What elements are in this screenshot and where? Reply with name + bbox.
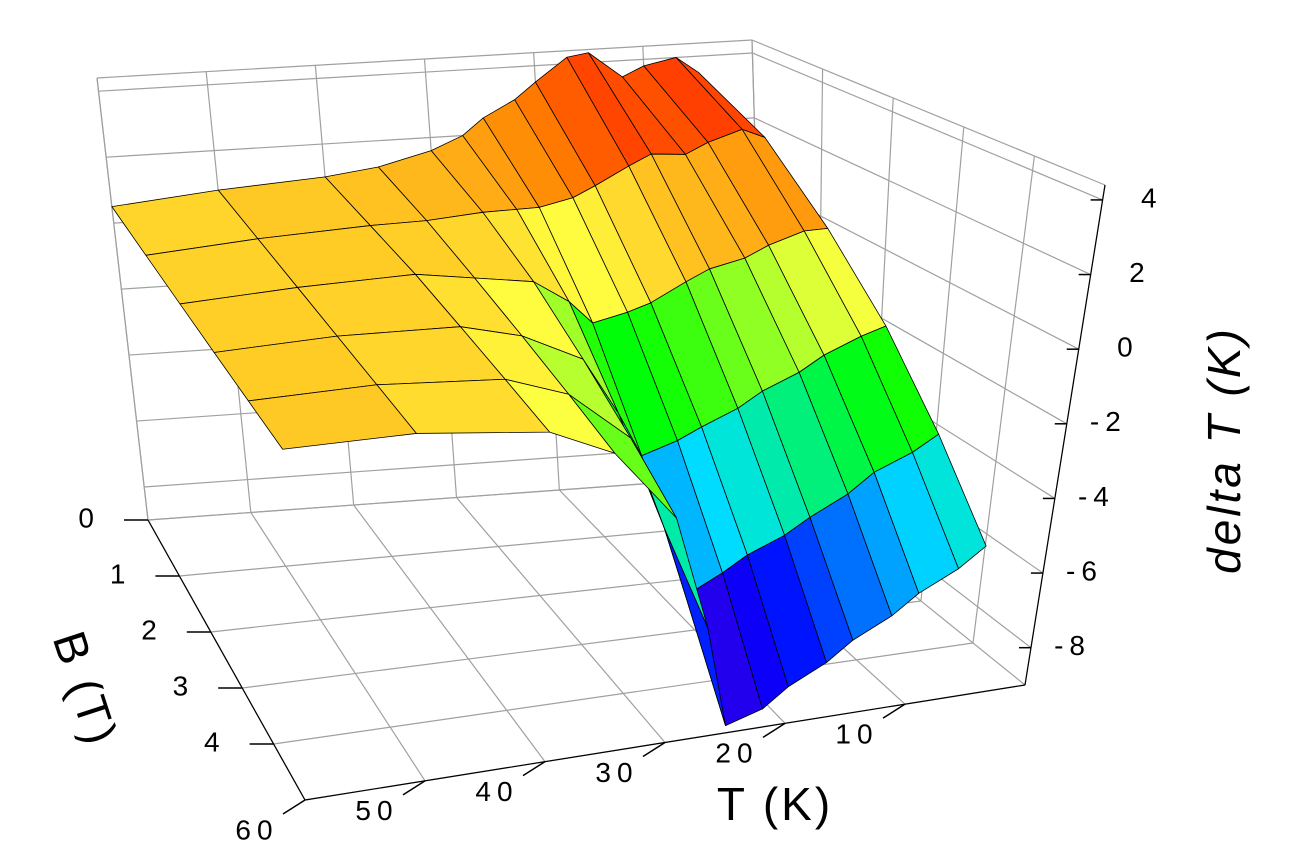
x-tick-label: 30 [595, 757, 638, 788]
x-tick-label: 10 [835, 719, 878, 750]
x-tick [642, 741, 666, 758]
floor-grid-line [250, 512, 426, 782]
z-tick-label: 0 [1117, 332, 1139, 363]
y-tick-label: 2 [141, 614, 163, 645]
wall-grid-line [972, 155, 1035, 644]
z-tick-label: -8 [1054, 630, 1091, 661]
z-axis-line [1024, 184, 1106, 686]
x-tick [882, 703, 906, 719]
floor-grid-line [273, 642, 974, 745]
z-axis-title: delta T (K) [1198, 326, 1250, 574]
box-edge [751, 39, 1106, 186]
floor-grid-line [353, 504, 546, 763]
x-tick-label: 50 [355, 795, 398, 826]
x-tick [282, 799, 306, 815]
x-tick [522, 761, 546, 777]
wall-grid-line [98, 52, 753, 92]
x-tick [762, 722, 786, 738]
surface-patch [247, 384, 417, 450]
y-axis-line [147, 519, 306, 801]
y-tick-label: 0 [78, 502, 100, 533]
box-edge [96, 39, 753, 79]
y-tick-label: 1 [110, 558, 132, 589]
wall-grid-line [752, 52, 1103, 201]
x-tick [402, 780, 426, 796]
z-tick-label: -6 [1066, 555, 1103, 586]
z-tick-label: -4 [1078, 481, 1115, 512]
x-axis-title: T (K) [717, 778, 833, 830]
x-tick-label: 60 [235, 814, 278, 845]
y-tick-label: 4 [204, 726, 226, 757]
x-tick-label: 40 [475, 776, 518, 807]
z-tick-label: -2 [1090, 406, 1127, 437]
y-tick-label: 3 [173, 670, 195, 701]
z-tick-label: 2 [1129, 257, 1151, 288]
y-axis-title: B (T) [43, 625, 129, 753]
wall-grid-line [754, 117, 1091, 276]
x-tick-label: 20 [715, 738, 758, 769]
layer [111, 52, 987, 727]
box-edge [96, 77, 149, 521]
z-tick-label: 4 [1141, 182, 1163, 213]
floor-grid-line [456, 497, 666, 743]
